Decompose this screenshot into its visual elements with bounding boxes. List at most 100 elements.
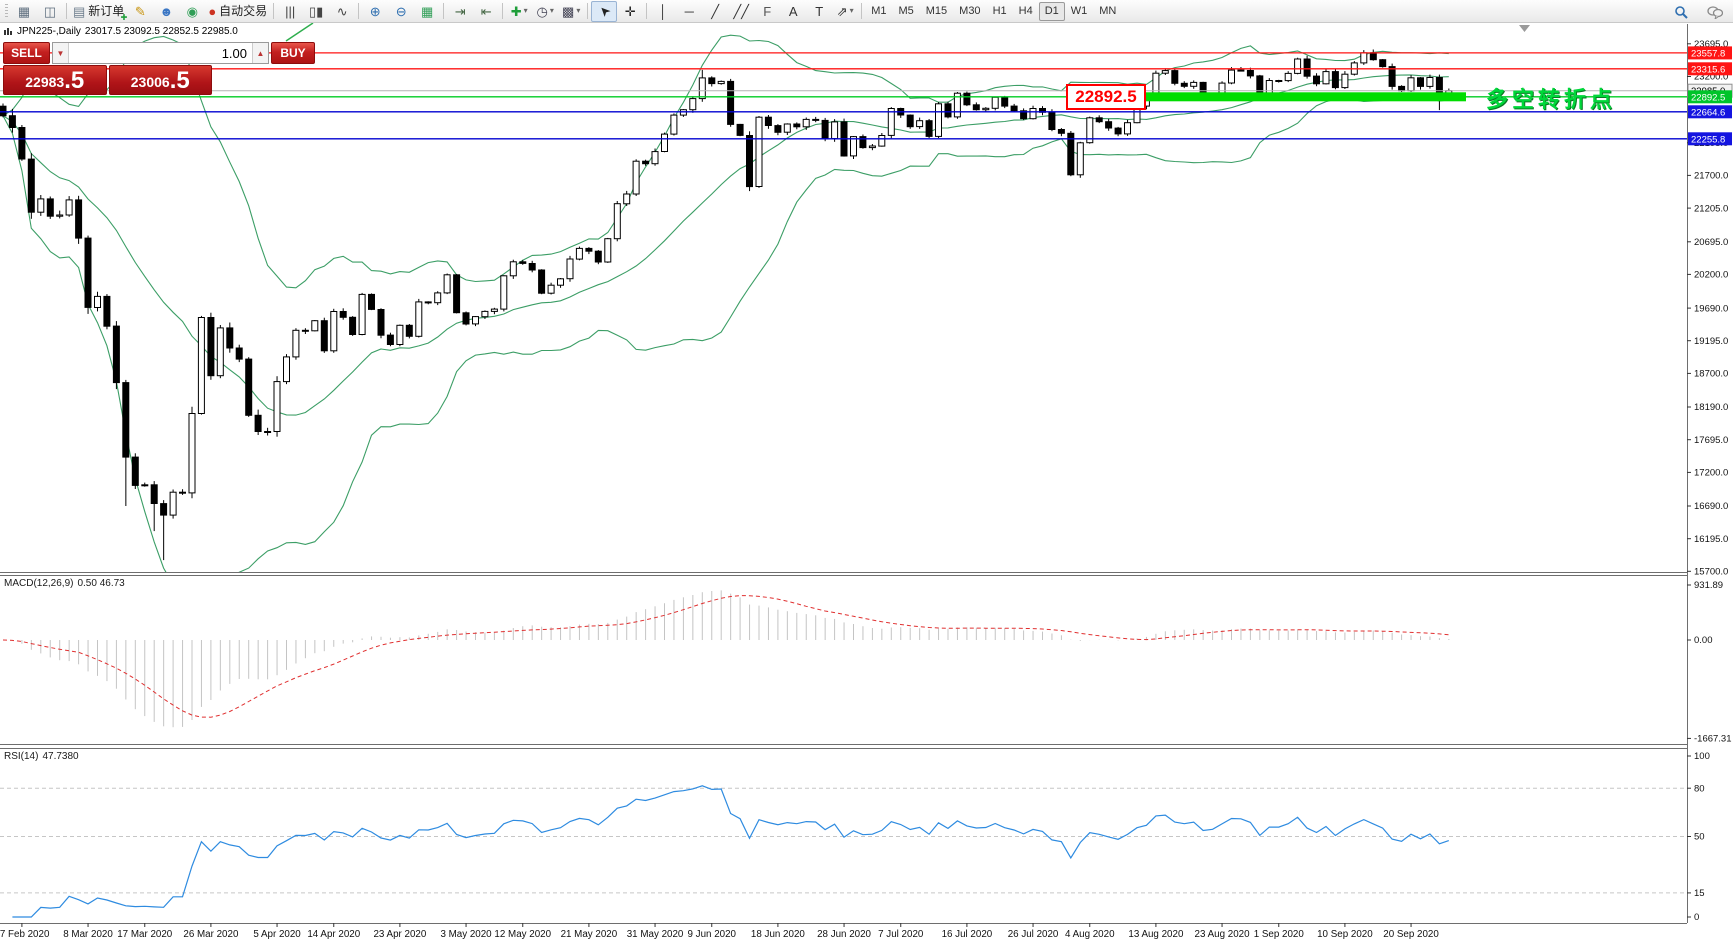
candle-body	[1057, 129, 1065, 134]
timeframe-w1[interactable]: W1	[1070, 5, 1088, 17]
community-button[interactable]: ☻	[153, 1, 179, 22]
periods-button[interactable]: ◷ ▾	[532, 1, 558, 22]
indicators-button[interactable]: ✚ ▾	[506, 1, 532, 22]
candle-body	[103, 295, 111, 327]
rsi-line	[12, 785, 1449, 918]
candle-body	[613, 203, 621, 240]
candle-body	[216, 327, 224, 377]
timeframe-m5[interactable]: M5	[898, 5, 914, 17]
timeframe-d1[interactable]: D1	[1038, 1, 1065, 21]
auto-scroll-button[interactable]: ⇥	[447, 1, 473, 22]
line-chart-button[interactable]: ∿	[329, 1, 355, 22]
templates-button[interactable]: ▩ ▾	[558, 1, 584, 22]
search-icon[interactable]	[1667, 1, 1695, 22]
svg-text:17695.0: 17695.0	[1694, 435, 1728, 446]
cursor-button[interactable]: ➤	[591, 0, 618, 22]
arrows-button[interactable]: ⇗ ▾	[832, 1, 858, 22]
label-button[interactable]: T	[806, 1, 832, 22]
svg-text:-1667.31: -1667.31	[1694, 734, 1732, 745]
fibonacci-button[interactable]: F	[754, 1, 780, 22]
rsi-name: RSI(14)	[4, 751, 39, 762]
candle-body	[160, 503, 168, 516]
time-axis[interactable]: 27 Feb 2020 8 Mar 2020 17 Mar 2020 26 Mar 2…	[0, 923, 1439, 940]
price-axis[interactable]: 23695.023200.022195.021700.021205.020695…	[1687, 39, 1733, 923]
candle-body	[1284, 72, 1292, 82]
chart-shift-button[interactable]: ⇤	[473, 1, 499, 22]
zoom-out-button[interactable]: ⊖	[388, 1, 414, 22]
candle-body	[651, 151, 659, 165]
svg-text:12 May 2020: 12 May 2020	[494, 929, 551, 940]
sell-button[interactable]: SELL	[3, 42, 50, 64]
svg-text:16195.0: 16195.0	[1694, 534, 1728, 545]
crosshair-button[interactable]: ✛	[617, 1, 643, 22]
rsi-indicator-label: RSI(14) 47.7380	[4, 751, 83, 762]
timeframe-toolbar: M1 M5 M15 M30 H1 H4 D1 W1 MN	[865, 1, 1122, 21]
timeframe-m15[interactable]: M15	[925, 5, 948, 17]
svg-text:8 Mar 2020: 8 Mar 2020	[63, 929, 113, 940]
zoom-in-icon: ⊕	[369, 3, 381, 19]
macd-signal-line	[2, 595, 1449, 718]
timeframe-h4[interactable]: H4	[1018, 5, 1033, 17]
profiles-button[interactable]: ◫	[37, 1, 63, 22]
toolbar-grip[interactable]	[5, 3, 8, 19]
volume-increase-button[interactable]: ▲	[252, 43, 268, 63]
timeframe-mn[interactable]: MN	[1099, 5, 1117, 17]
candle-body	[906, 114, 914, 128]
zoom-out-icon: ⊖	[395, 3, 407, 19]
new-order-button[interactable]: ▤ ✚ 新订单	[70, 1, 127, 22]
candle-body	[727, 80, 735, 125]
candle-body	[94, 295, 101, 308]
toolbar-separator	[861, 3, 863, 19]
tile-windows-button[interactable]: ▦	[414, 1, 440, 22]
sell-price-display[interactable]: 22983 .5	[3, 65, 107, 95]
green-trendline-fragment[interactable]	[285, 22, 314, 42]
trendline-button[interactable]: ╱	[702, 1, 728, 22]
candle-body	[547, 284, 555, 294]
price-label-object[interactable]: 22892.5	[1066, 84, 1146, 110]
candle-body	[774, 125, 782, 133]
signals-button[interactable]: ◉	[179, 1, 205, 22]
new-chart-button[interactable]: ▦	[11, 1, 37, 22]
candle-body	[1114, 127, 1122, 135]
candle-body	[1313, 75, 1320, 85]
volume-decrease-button[interactable]: ▼	[53, 43, 69, 63]
chart-shift-marker[interactable]	[1519, 25, 1530, 32]
trend-band-object[interactable]	[1146, 92, 1466, 102]
periods-icon: ◷	[536, 3, 548, 19]
trendline-icon: ╱	[711, 3, 720, 19]
candle-body	[887, 108, 895, 136]
svg-text:20695.0: 20695.0	[1694, 237, 1728, 248]
timeframe-h1[interactable]: H1	[992, 5, 1007, 17]
toolbar-separator	[502, 3, 504, 19]
candle-body	[320, 320, 328, 352]
zoom-in-button[interactable]: ⊕	[362, 1, 388, 22]
buy-price-display[interactable]: 23006 .5	[108, 65, 212, 95]
vertical-line-button[interactable]: │	[650, 1, 676, 22]
candle-body	[1048, 111, 1056, 131]
candle-body	[963, 92, 971, 106]
metaeditor-button[interactable]: ✎	[127, 1, 153, 22]
svg-text:4 Aug 2020: 4 Aug 2020	[1065, 929, 1115, 940]
candle-body	[46, 198, 54, 217]
macd-name: MACD(12,26,9)	[4, 578, 74, 589]
timeframe-m30[interactable]: M30	[959, 5, 981, 17]
text-button[interactable]: A	[780, 1, 806, 22]
timeframe-m1[interactable]: M1	[871, 5, 887, 17]
dropdown-caret-icon: ▾	[523, 6, 528, 15]
turning-point-annotation[interactable]: 多空转折点	[1486, 87, 1617, 112]
candlestick-chart-button[interactable]: ▯▮	[303, 1, 329, 22]
candle-body	[1086, 117, 1094, 144]
candle-body	[916, 120, 924, 128]
volume-input[interactable]	[69, 43, 252, 63]
svg-text:17 Mar 2020: 17 Mar 2020	[117, 929, 173, 940]
channel-button[interactable]: ╱╱	[728, 1, 754, 22]
price-badge	[1688, 46, 1732, 60]
bar-chart-button[interactable]: |||	[277, 1, 303, 22]
horizontal-line-button[interactable]: ─	[676, 1, 702, 22]
chat-icon[interactable]	[1701, 1, 1729, 22]
autotrade-button[interactable]: ● 自动交易	[205, 1, 270, 22]
buy-button[interactable]: BUY	[271, 42, 315, 64]
auto-scroll-icon: ⇥	[454, 3, 466, 19]
candle-body	[831, 121, 839, 140]
